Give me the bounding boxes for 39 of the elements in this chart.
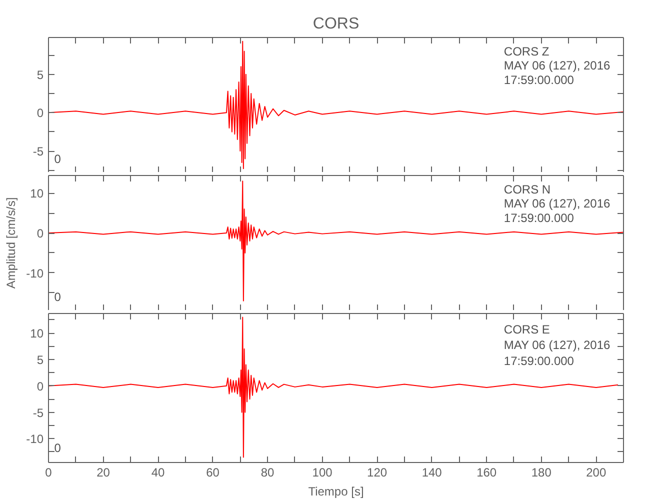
y-tick-label: 10 — [30, 326, 44, 341]
y-tick-label: -10 — [26, 432, 44, 446]
annotation: MAY 06 (127), 2016 — [504, 58, 611, 73]
x-tick-label: 160 — [476, 466, 497, 480]
y-tick-label: 0 — [36, 379, 44, 394]
annotation: 17:59:00.000 — [504, 354, 574, 368]
x-tick-label: 100 — [312, 466, 333, 480]
y-tick-label: -5 — [32, 406, 44, 420]
x-tick-label: 0 — [45, 466, 52, 480]
x-tick-label: 40 — [151, 466, 166, 480]
y-tick-label: 5 — [36, 352, 44, 367]
x-tick-label: 20 — [96, 466, 110, 480]
x-tick-label: 60 — [206, 466, 220, 480]
y-tick-label: 5 — [36, 68, 44, 82]
y-axis-title: Amplitud [cm/s/s] — [4, 197, 18, 289]
x-tick-label: 200 — [586, 466, 606, 480]
y-tick-label: -10 — [26, 266, 44, 280]
annotation: MAY 06 (127), 2016 — [504, 196, 611, 211]
annotation: 0 — [54, 441, 62, 456]
x-tick-label: 140 — [422, 466, 442, 480]
x-axis-title: Tiempo [s] — [308, 484, 364, 498]
x-tick-label: 180 — [531, 466, 552, 480]
y-tick-label: 10 — [30, 186, 44, 201]
line-series — [48, 180, 624, 302]
annotation: 17:59:00.000 — [504, 72, 574, 87]
annotation: CORS E — [504, 322, 550, 337]
y-tick-label: 0 — [36, 226, 44, 241]
y-tick-label: 0 — [36, 106, 44, 120]
annotation: CORS N — [504, 182, 551, 196]
annotation: 0 — [54, 290, 62, 304]
annotation: 0 — [54, 152, 62, 166]
annotation: MAY 06 (127), 2016 — [504, 338, 611, 352]
x-tick-label: 120 — [367, 466, 388, 480]
annotation: CORS Z — [504, 44, 550, 58]
y-tick-label: -5 — [32, 144, 44, 159]
chart-title: CORS — [312, 16, 360, 32]
annotation: 17:59:00.000 — [504, 210, 574, 225]
x-tick-label: 80 — [260, 466, 275, 480]
line-series — [48, 316, 619, 458]
